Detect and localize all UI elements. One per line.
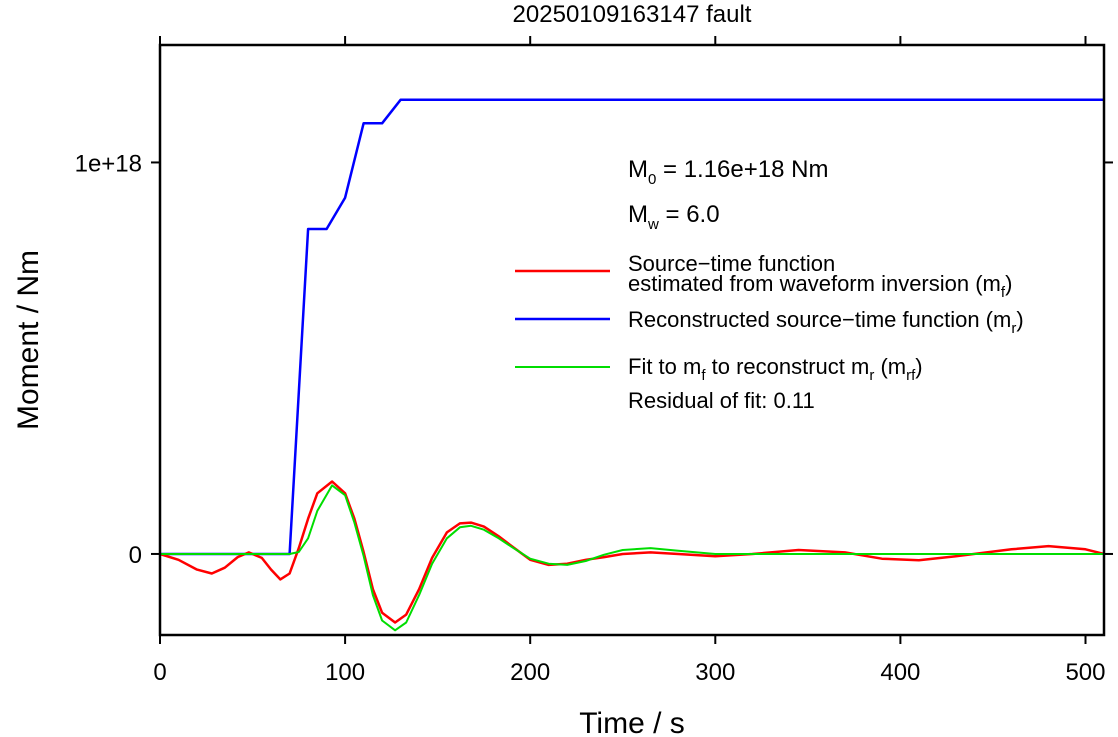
tick-layer: 0 100 200 300 400 500 0 1e+18	[75, 36, 1113, 686]
series-layer	[159, 98, 1105, 632]
series-line-mf	[159, 480, 1105, 624]
legend-label-mrf: Fit to mf to reconstruct mr (mrf)	[628, 354, 923, 384]
x-tick-label: 500	[1065, 659, 1105, 686]
series-line-mrf	[160, 484, 1104, 632]
legend-label-mf-line2: estimated from waveform inversion (mf)	[628, 271, 1012, 301]
y-tick-label: 1e+18	[75, 150, 142, 177]
residual-annotation: Residual of fit: 0.11	[628, 388, 815, 413]
series-line-mr	[160, 98, 1104, 556]
m0-annotation: M0 = 1.16e+18 Nm	[628, 156, 828, 188]
y-axis-label: Moment / Nm	[12, 250, 45, 430]
legend-label-mr: Reconstructed source−time function (mr)	[628, 307, 1024, 337]
plot-frame	[158, 43, 1106, 637]
chart-title: 20250109163147 fault	[513, 1, 752, 28]
x-tick-label: 400	[880, 659, 920, 686]
x-tick-label: 300	[695, 659, 735, 686]
x-tick-label: 0	[153, 659, 166, 686]
x-tick-label: 200	[510, 659, 550, 686]
mw-annotation: Mw = 6.0	[628, 201, 720, 233]
y-tick-label: 0	[129, 542, 142, 569]
legend: Source−time function estimated from wave…	[515, 251, 1024, 384]
legend-label-mf-line1: Source−time function	[628, 251, 835, 276]
x-tick-label: 100	[325, 659, 365, 686]
x-axis-label: Time / s	[579, 707, 685, 737]
